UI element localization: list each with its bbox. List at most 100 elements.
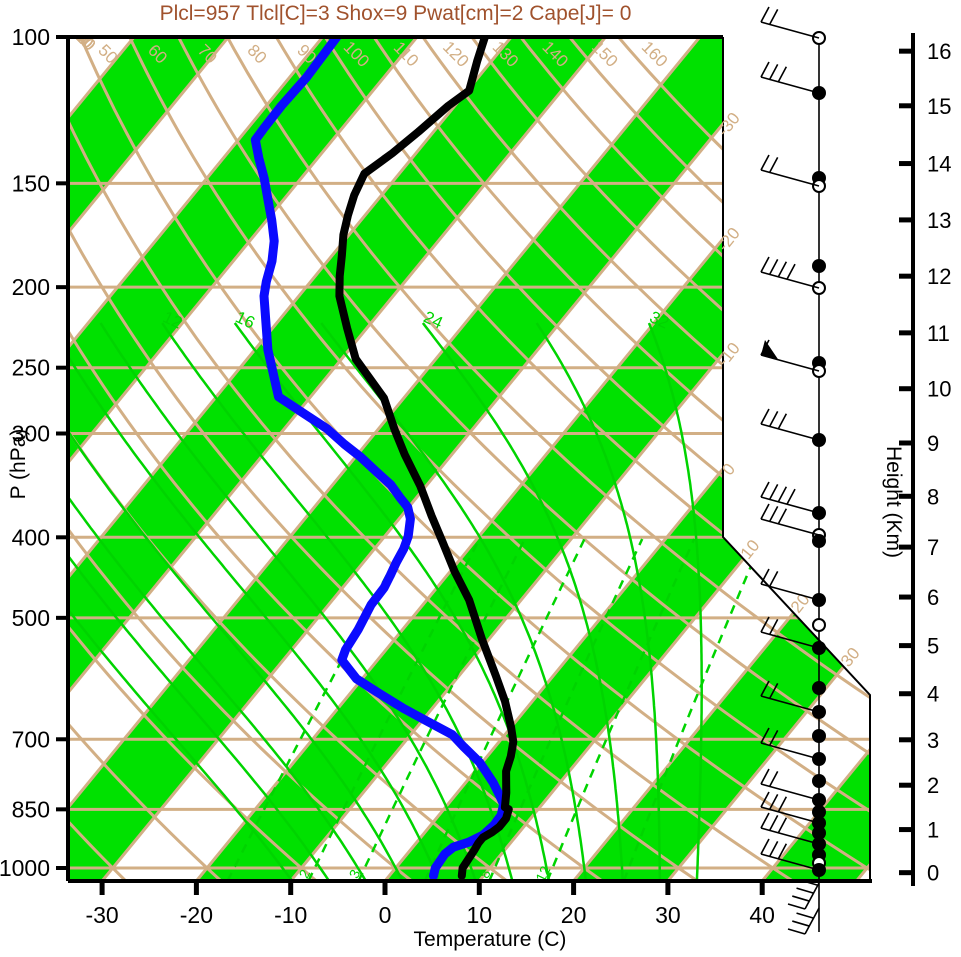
temperature-curve [335,37,518,880]
wind-barb-feather [760,568,770,585]
wind-dot-filled [812,534,826,548]
wind-barb-column [760,6,826,935]
wind-barb-stem [760,518,820,536]
dry-adiabat [68,37,604,881]
wind-barb-stem [760,76,820,94]
isotherm-line [68,37,513,881]
dry-adiabat [470,37,870,881]
moist-adiabat [320,322,588,881]
moist-adiabat [68,322,295,881]
wind-barb-feather [760,791,770,808]
wind-barb-feather [760,154,770,171]
pressure-tick-label: 200 [12,274,50,300]
pressure-tick-label: 1000 [0,855,50,881]
height-tick-label: 9 [927,431,939,456]
wind-barb-feather [777,486,788,503]
dry-adiabat [568,37,870,881]
height-tick-label: 12 [927,264,951,289]
wind-barb-feather [786,488,796,505]
mixing-ratio-line [488,538,644,881]
mixing-ratio-line [546,538,696,881]
height-tick-label: 14 [927,152,951,177]
wind-barb-feather [760,680,770,697]
chart-title: Plcl=957 Tlcl[C]=3 Shox=9 Pwat[cm]=2 Cap… [159,2,632,25]
wind-barb-feather [768,259,779,275]
moist-adiabat [421,322,625,881]
wind-barb-pennant [761,340,779,360]
wind-barb-feather [768,815,779,831]
height-tick-label: 8 [927,484,939,509]
dry-adiabat [68,37,318,881]
wind-barb-feather [760,408,770,425]
wind-barb-stem [760,853,820,871]
wind-barb-feather [768,619,779,635]
wind-barb-feather [768,484,779,500]
wind-barb-feather [800,879,819,886]
pressure-tick-label: 700 [12,726,50,752]
height-tick-label: 0 [927,861,939,886]
dry-adiabat [323,37,870,881]
dry-adiabat-label-top: 80 [244,41,271,68]
isotherm-stripe [68,37,606,881]
dry-adiabat [128,37,870,881]
wind-barb-feather [777,508,788,525]
wind-barb-feather [787,928,806,935]
wind-barb-feather [768,841,779,857]
wind-barb-stem [760,695,820,713]
pressure-axis: 100 150 200 250 300 400 500 700 850 1000 [0,24,68,881]
temperature-tick-label: 0 [379,902,392,928]
pressure-axis-label: P (hPa) [7,428,30,500]
isotherm-stripe [573,37,870,881]
isotherm-line [68,37,230,881]
height-tick-label: 5 [927,634,939,659]
dewpoint-curve [250,37,509,881]
wind-barb-stem [760,827,820,845]
wind-barb-stem [760,783,820,801]
wind-barb-feather [760,6,770,23]
wind-barb-stem [760,806,820,824]
wind-barb-feather [760,256,770,273]
wind-barb-feather [768,64,779,80]
wind-barb-feather [768,506,779,522]
wind-dot-open [812,618,826,632]
pressure-tick-label: 150 [12,170,50,196]
temperature-axis: -30 -20 -10 0 10 20 30 40 [85,881,775,928]
dry-adiabat [519,37,870,881]
wind-barb-feather [768,157,779,173]
height-tick-label: 2 [927,773,939,798]
temperature-tick-label: 10 [467,902,493,928]
dry-adiabat [68,37,794,881]
height-tick-label: 6 [927,585,939,610]
wind-barb-feather [760,481,770,498]
wind-dot-filled [812,681,826,695]
isotherm-line [68,37,419,881]
pressure-tick-label: 250 [12,355,50,381]
dry-adiabat [226,37,870,881]
height-tick-label: 7 [927,535,939,560]
wind-barb-feather [760,61,770,78]
wind-barb-feather [786,263,796,280]
wind-barb-feather [768,730,779,746]
wind-barb-feather [760,838,770,855]
wind-barb-stem [760,496,820,514]
wind-barb-stem [760,742,820,760]
pressure-tick-label: 500 [12,605,50,631]
wind-barb-feather [760,727,770,744]
height-tick-label: 13 [927,208,951,233]
wind-barb-feather [760,503,770,520]
moist-adiabat [99,322,478,881]
wind-barb-feather [796,912,814,919]
height-tick-label: 4 [927,682,939,707]
wind-barb-feather [796,887,814,894]
wind-barb-feather [760,812,770,829]
dry-adiabat [275,37,870,881]
isotherm-stripe [68,37,417,881]
wind-barb-feather [792,895,810,902]
wind-dot-filled [812,729,826,743]
temperature-tick-label: 30 [655,902,681,928]
moist-adiabat [68,322,368,881]
wind-barb-stem [804,907,820,935]
height-tick-label: 16 [927,39,951,64]
wind-barb-feather [768,9,779,25]
moist-adiabat-label: 16 [233,307,258,332]
